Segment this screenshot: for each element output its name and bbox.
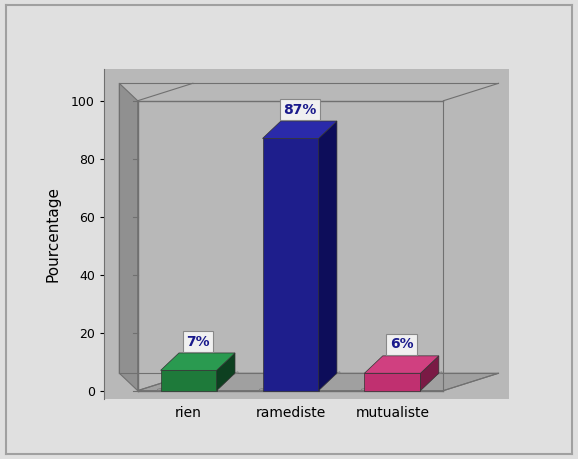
Polygon shape xyxy=(260,372,340,391)
Text: 7%: 7% xyxy=(186,335,210,348)
Polygon shape xyxy=(119,84,138,391)
Polygon shape xyxy=(158,372,238,391)
Polygon shape xyxy=(161,353,235,370)
Text: 87%: 87% xyxy=(283,103,316,117)
Polygon shape xyxy=(262,121,337,139)
Polygon shape xyxy=(262,139,318,391)
Text: 6%: 6% xyxy=(390,337,413,352)
Polygon shape xyxy=(138,373,498,391)
Polygon shape xyxy=(217,353,235,391)
Polygon shape xyxy=(420,356,439,391)
Y-axis label: Pourcentage: Pourcentage xyxy=(45,186,60,282)
Polygon shape xyxy=(318,121,337,391)
Polygon shape xyxy=(161,370,217,391)
Polygon shape xyxy=(361,372,442,391)
Polygon shape xyxy=(365,356,439,373)
Polygon shape xyxy=(365,373,420,391)
